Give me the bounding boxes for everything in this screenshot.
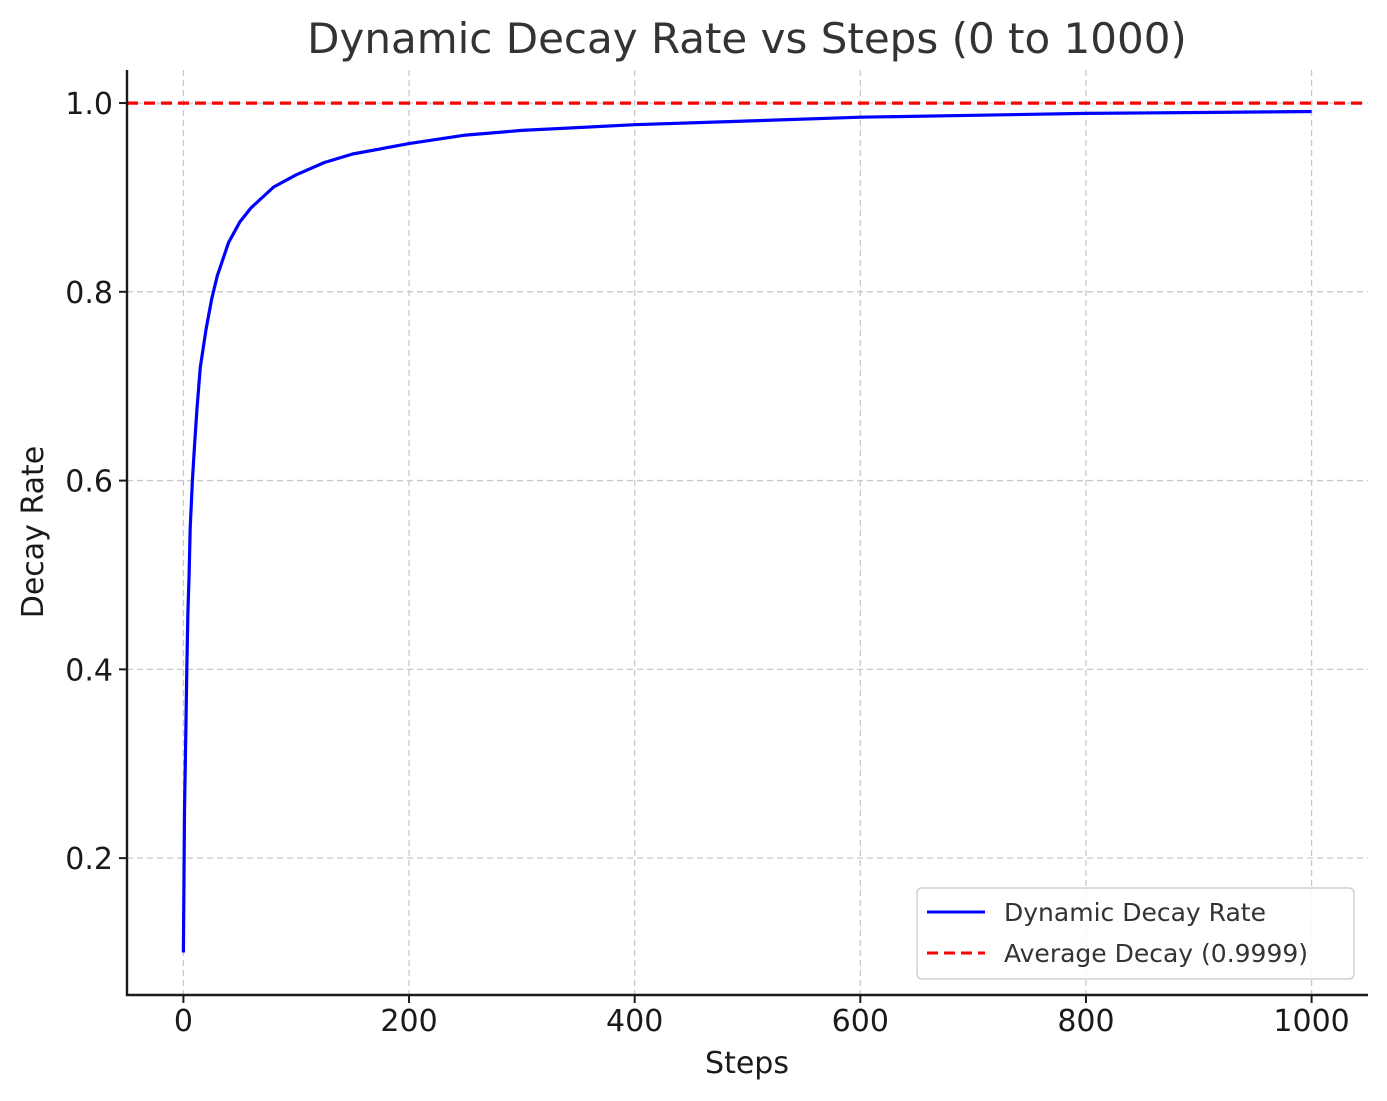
x-tick-label: 400 — [606, 1004, 663, 1039]
y-tick-label: 0.4 — [65, 653, 113, 688]
y-axis-label: Decay Rate — [16, 446, 51, 619]
axis-spines — [125, 70, 1368, 997]
x-tick-label: 0 — [174, 1004, 193, 1039]
legend-label-average-decay: Average Decay (0.9999) — [1004, 939, 1308, 968]
y-tick-label: 0.6 — [65, 465, 113, 500]
axes-layer — [125, 70, 1368, 997]
y-tick-label: 0.8 — [65, 276, 113, 311]
ticks-layer: 0 200 400 600 800 1000 0.2 0.4 0.6 0.8 1.0 — [65, 87, 1349, 1039]
chart-title: Dynamic Decay Rate vs Steps (0 to 1000) — [307, 14, 1187, 63]
grid-layer — [127, 70, 1368, 995]
x-tick-label: 800 — [1057, 1004, 1114, 1039]
x-tick-label: 1000 — [1273, 1004, 1349, 1039]
x-tick-label: 600 — [832, 1004, 889, 1039]
legend-label-dynamic-decay-rate: Dynamic Decay Rate — [1004, 898, 1266, 927]
y-tick-label: 0.2 — [65, 842, 113, 877]
y-tick-label: 1.0 — [65, 87, 113, 122]
series-layer — [127, 101, 1368, 953]
x-tick-label: 200 — [380, 1004, 437, 1039]
series-line-dynamic-decay-rate — [181, 109, 1312, 953]
legend: Dynamic Decay Rate Average Decay (0.9999… — [916, 887, 1355, 980]
x-axis-label: Steps — [705, 1046, 789, 1081]
legend-box — [916, 887, 1355, 980]
